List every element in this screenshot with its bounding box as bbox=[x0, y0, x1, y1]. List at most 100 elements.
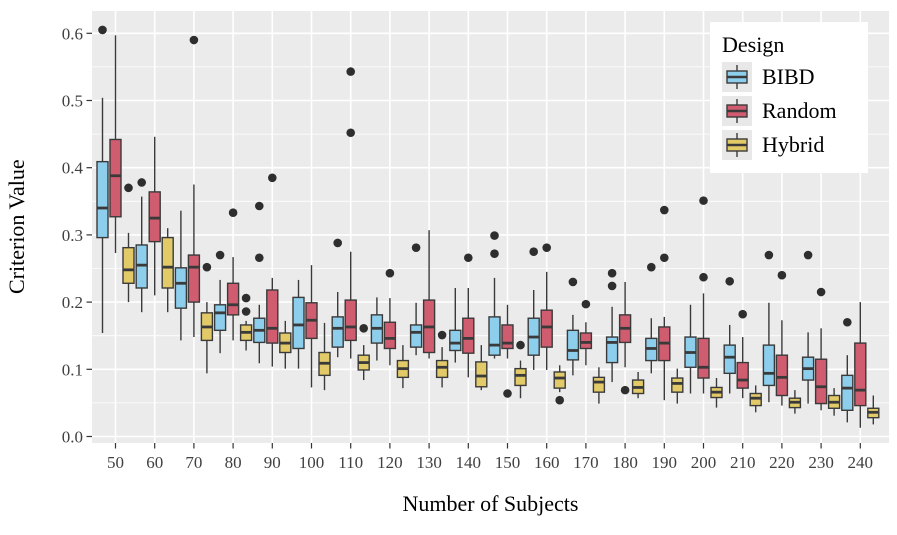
x-tick-label: 110 bbox=[338, 453, 363, 472]
box-hybrid-130 bbox=[435, 330, 449, 388]
legend-label-hybrid: Hybrid bbox=[762, 132, 825, 157]
box-random-120 bbox=[383, 268, 397, 366]
boxplot-key-icon bbox=[722, 130, 752, 160]
series-random bbox=[109, 35, 867, 428]
outlier-point bbox=[699, 196, 708, 205]
y-tick-label: 0.0 bbox=[62, 428, 83, 447]
outlier-point bbox=[725, 276, 734, 286]
box-bibd-70 bbox=[174, 210, 188, 341]
outlier-point bbox=[843, 317, 852, 327]
box-hybrid-90 bbox=[279, 320, 292, 369]
outlier-point bbox=[241, 307, 251, 316]
box-hybrid-100 bbox=[318, 322, 331, 391]
box-bibd-50 bbox=[96, 25, 109, 334]
box-hybrid-140 bbox=[475, 345, 488, 391]
x-tick-label: 50 bbox=[107, 453, 124, 472]
box-random-60 bbox=[148, 136, 161, 296]
box-random-70 bbox=[187, 35, 201, 338]
box-bibd-230 bbox=[801, 250, 815, 404]
outlier-point bbox=[816, 287, 826, 297]
outlier-point bbox=[542, 243, 551, 252]
outlier-point bbox=[268, 173, 277, 183]
box-bibd-100 bbox=[292, 279, 305, 369]
legend-item-bibd: BIBD bbox=[722, 62, 868, 92]
outlier-point bbox=[490, 231, 499, 240]
x-tick-label: 70 bbox=[185, 453, 202, 472]
box-bibd-200 bbox=[684, 304, 697, 394]
box-random-210 bbox=[736, 309, 749, 399]
x-tick-label: 210 bbox=[730, 453, 756, 472]
box-hybrid-60 bbox=[161, 228, 174, 313]
box-hybrid-80 bbox=[239, 293, 253, 351]
box-random-200 bbox=[697, 196, 710, 394]
box-bibd-190 bbox=[645, 262, 658, 374]
outlier-point bbox=[529, 247, 538, 256]
box-hybrid-110 bbox=[357, 324, 370, 381]
box-random-130 bbox=[422, 230, 436, 359]
x-tick-label: 120 bbox=[377, 453, 403, 472]
box-hybrid-70 bbox=[200, 262, 214, 374]
legend-item-hybrid: Hybrid bbox=[722, 130, 868, 160]
outlier-point bbox=[202, 262, 212, 272]
outlier-point bbox=[764, 250, 774, 260]
box-bibd-210 bbox=[723, 276, 736, 394]
outlier-point bbox=[228, 208, 238, 218]
box-bibd-140 bbox=[449, 287, 462, 363]
x-tick-label: 220 bbox=[769, 453, 795, 472]
outlier-point bbox=[581, 299, 591, 309]
outlier-point bbox=[660, 253, 669, 263]
box-hybrid-180 bbox=[631, 371, 645, 399]
y-tick-label: 0.5 bbox=[62, 92, 83, 111]
outlier-point bbox=[568, 277, 578, 287]
outlier-point bbox=[803, 250, 813, 260]
box-hybrid-220 bbox=[788, 390, 802, 414]
box-hybrid-160 bbox=[553, 365, 566, 405]
box-bibd-170 bbox=[566, 277, 580, 376]
box-random-150 bbox=[501, 304, 514, 398]
outlier-point bbox=[738, 309, 747, 319]
box-hybrid-120 bbox=[396, 345, 410, 389]
y-tick-label: 0.4 bbox=[62, 159, 84, 178]
outlier-point bbox=[124, 183, 133, 193]
outlier-point bbox=[490, 249, 499, 259]
outlier-point bbox=[516, 340, 525, 350]
x-tick-label: 130 bbox=[416, 453, 442, 472]
x-tick-label: 240 bbox=[848, 453, 874, 472]
box-bibd-150 bbox=[488, 231, 501, 359]
outlier-point bbox=[98, 25, 107, 35]
box-random-160 bbox=[540, 243, 553, 370]
outlier-point bbox=[137, 178, 146, 187]
box-random-230 bbox=[814, 287, 828, 411]
x-tick-label: 200 bbox=[691, 453, 717, 472]
legend-item-random: Random bbox=[722, 96, 868, 126]
box-hybrid-200 bbox=[710, 378, 723, 408]
box-bibd-240 bbox=[841, 317, 854, 423]
outlier-point bbox=[346, 128, 356, 138]
outlier-point bbox=[607, 268, 617, 278]
y-tick-label: 0.1 bbox=[62, 360, 83, 379]
outlier-point bbox=[607, 281, 617, 291]
x-tick-label: 230 bbox=[808, 453, 834, 472]
x-tick-label: 60 bbox=[146, 453, 163, 472]
box-random-220 bbox=[775, 270, 789, 406]
box-hybrid-150 bbox=[514, 340, 527, 399]
x-tick-label: 80 bbox=[225, 453, 242, 472]
x-tick-label: 140 bbox=[456, 453, 482, 472]
y-tick-label: 0.3 bbox=[62, 226, 83, 245]
outlier-point bbox=[464, 253, 473, 263]
outlier-point bbox=[699, 272, 708, 282]
box-random-100 bbox=[305, 265, 318, 388]
x-tick-label: 190 bbox=[652, 453, 678, 472]
legend: Design BIBD Random bbox=[710, 22, 868, 173]
box-random-50 bbox=[109, 35, 122, 254]
outlier-point bbox=[660, 205, 669, 215]
boxplot-key-icon bbox=[722, 62, 752, 92]
box-random-80 bbox=[226, 208, 240, 341]
x-tick-label: 100 bbox=[299, 453, 325, 472]
box-bibd-220 bbox=[762, 250, 776, 403]
outlier-point bbox=[215, 250, 225, 260]
legend-label-random: Random bbox=[762, 98, 837, 123]
x-tick-label: 150 bbox=[495, 453, 521, 472]
outlier-point bbox=[411, 243, 421, 252]
